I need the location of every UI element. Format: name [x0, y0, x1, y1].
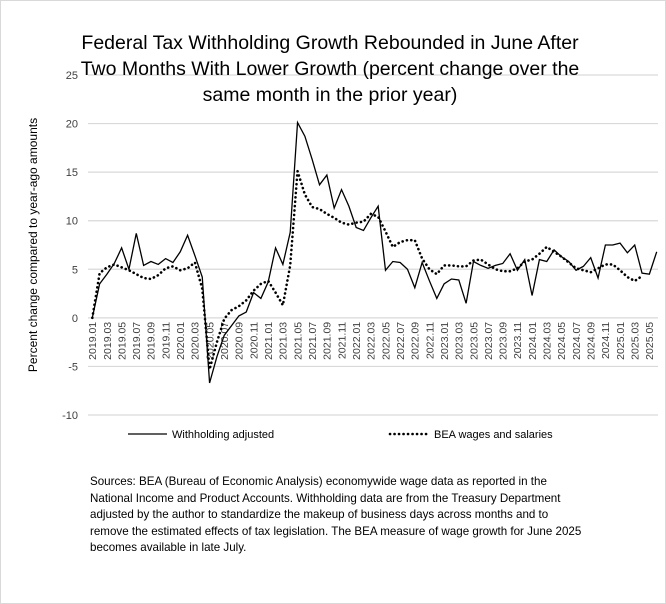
x-tick-label: 2019.05 [116, 322, 128, 360]
x-tick-label: 2019.09 [146, 322, 158, 360]
chart-title: Federal Tax Withholding Growth Rebounded… [60, 30, 600, 108]
x-tick-label: 2025.05 [644, 322, 656, 360]
y-tick-label: -5 [68, 361, 78, 373]
series-lines [91, 120, 658, 384]
source-note: Sources: BEA (Bureau of Economic Analysi… [90, 475, 582, 554]
x-tick-label: 2020.01 [175, 322, 187, 360]
x-tick-label: 2024.05 [556, 322, 568, 360]
x-tick-label: 2019.01 [87, 322, 99, 360]
x-tick-label: 2022.07 [395, 322, 407, 360]
y-tick-label: 10 [66, 216, 78, 228]
y-tick-label: 25 [66, 70, 78, 82]
x-tick-label: 2020.09 [234, 322, 246, 360]
y-tick-label: 0 [72, 313, 78, 325]
x-tick-label: 2021.05 [292, 322, 304, 360]
x-tick-label: 2020.03 [190, 322, 202, 360]
legend-label-withholding: Withholding adjusted [172, 429, 274, 441]
legend: Withholding adjusted BEA wages and salar… [128, 429, 553, 441]
x-tick-label: 2020.11 [248, 322, 260, 359]
x-tick-label: 2021.11 [336, 322, 348, 359]
series-bea-wages-salaries [91, 170, 644, 370]
y-axis-label: Percent change compared to year-ago amou… [26, 118, 40, 372]
x-tick-label: 2021.09 [322, 322, 334, 360]
y-tick-label: 20 [66, 119, 78, 131]
x-tick-label: 2019.07 [131, 322, 143, 360]
x-tick-label: 2022.05 [380, 322, 392, 360]
x-tick-label: 2023.01 [439, 322, 451, 360]
y-axis-ticks: -10 -5 0 5 10 15 20 25 [62, 70, 78, 422]
x-tick-label: 2021.01 [263, 322, 275, 360]
title-line-3: same month in the prior year) [202, 84, 458, 106]
x-tick-label: 2021.07 [307, 322, 319, 360]
y-tick-label: -10 [62, 410, 78, 422]
x-tick-label: 2023.05 [468, 322, 480, 360]
x-tick-label: 2022.11 [424, 322, 436, 359]
x-axis-ticks: 2019.01 2019.03 2019.05 2019.07 2019.09 2019.… [87, 322, 656, 360]
y-tick-label: 5 [72, 264, 78, 276]
series-withholding-adjusted [91, 120, 658, 384]
x-tick-label: 2024.11 [600, 322, 612, 359]
x-tick-label: 2024.01 [527, 322, 539, 360]
x-tick-label: 2019.11 [160, 322, 172, 359]
x-tick-label: 2023.11 [512, 322, 524, 359]
x-tick-label: 2025.01 [615, 322, 627, 360]
x-tick-label: 2023.03 [454, 322, 466, 360]
x-tick-label: 2024.07 [571, 322, 583, 360]
x-tick-label: 2024.03 [542, 322, 554, 360]
x-tick-label: 2020.07 [219, 322, 231, 360]
x-tick-label: 2025.03 [630, 322, 642, 360]
x-tick-label: 2022.09 [410, 322, 422, 360]
x-tick-label: 2023.09 [498, 322, 510, 360]
x-tick-label: 2019.03 [102, 322, 114, 360]
gridlines [88, 74, 658, 416]
title-line-2: Two Months With Lower Growth (percent ch… [80, 58, 580, 80]
title-line-1: Federal Tax Withholding Growth Rebounded… [81, 32, 579, 54]
x-tick-label: 2024.09 [586, 322, 598, 360]
x-tick-label: 2023.07 [483, 322, 495, 360]
x-tick-label: 2022.01 [351, 322, 363, 360]
x-tick-label: 2022.03 [366, 322, 378, 360]
legend-label-bea: BEA wages and salaries [434, 429, 553, 441]
y-tick-label: 15 [66, 167, 78, 179]
x-tick-label: 2021.03 [278, 322, 290, 360]
